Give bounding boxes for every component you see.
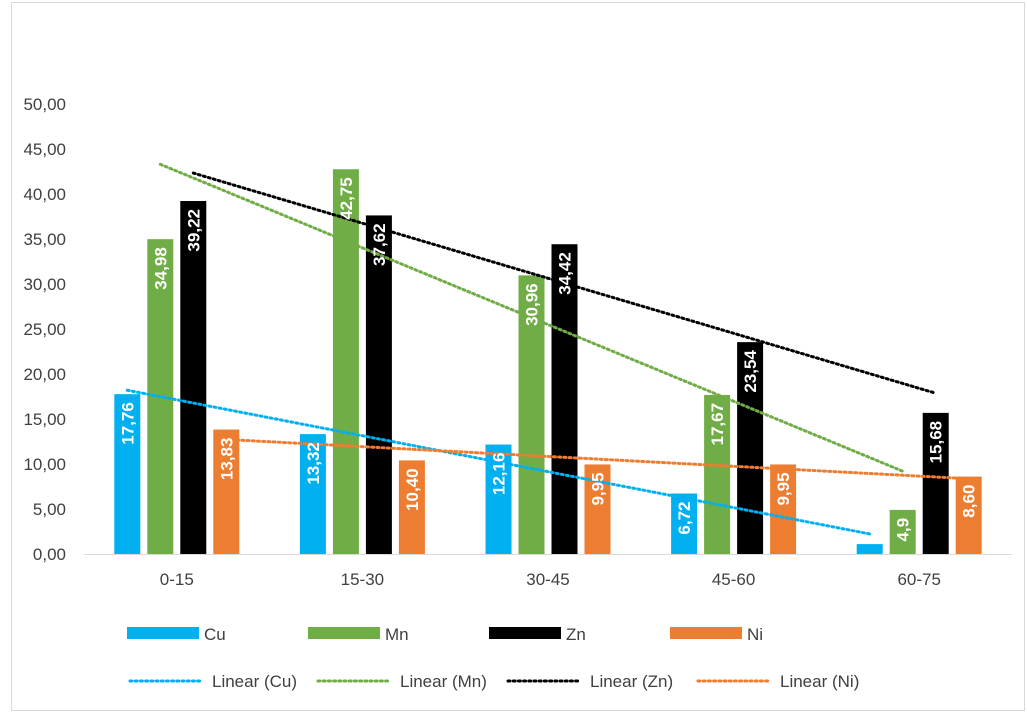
legend-item-linear-cu: Linear (Cu) [128, 672, 297, 691]
legend-swatch-zn [489, 627, 561, 639]
data-label-cu-45-60: 6,72 [675, 502, 694, 535]
trendline-zn [191, 171, 938, 395]
legend-item-linear-zn: Linear (Zn) [506, 672, 673, 691]
legend-item-ni: Ni [670, 625, 763, 644]
data-label-ni-0-15: 13,83 [217, 438, 236, 481]
data-label-zn-0-15: 39,22 [184, 209, 203, 252]
trendline-mn [158, 162, 905, 473]
data-label-zn-30-45: 34,42 [556, 252, 575, 295]
y-tick-label: 5,00 [33, 500, 66, 519]
data-label-ni-60-75: 8,60 [960, 485, 979, 518]
y-tick-label: 15,00 [23, 410, 66, 429]
bar-zn-0-15 [180, 201, 207, 554]
legend-swatch-cu [127, 627, 199, 639]
data-label-cu-15-30: 13,32 [304, 442, 323, 485]
legend-label-linear-zn: Linear (Zn) [590, 672, 673, 691]
bar-cu-0-15 [114, 394, 141, 554]
data-labels-group: 17,76 13,32 12,16 6,72 34,98 42,75 30,96 17,67 4… [118, 177, 978, 541]
bar-cu-15-30 [299, 434, 326, 554]
y-tick-label: 40,00 [23, 185, 66, 204]
data-label-ni-30-45: 9,95 [589, 472, 608, 505]
bar-ni-0-15 [213, 429, 240, 554]
bar-cu-45-60 [671, 493, 698, 554]
x-tick-label: 15-30 [341, 570, 384, 589]
trendline-ni [224, 437, 971, 481]
data-label-mn-45-60: 17,67 [708, 403, 727, 446]
data-label-zn-60-75: 15,68 [927, 421, 946, 464]
bar-cu-60-75 [856, 544, 883, 554]
data-label-mn-30-45: 30,96 [523, 283, 542, 326]
bar-zn-30-45 [551, 244, 578, 554]
legend-label-zn: Zn [566, 625, 586, 644]
y-tick-label: 20,00 [23, 365, 66, 384]
y-tick-label: 50,00 [23, 95, 66, 114]
bar-zn-45-60 [737, 342, 764, 554]
bar-ni-45-60 [770, 464, 797, 554]
data-label-zn-45-60: 23,54 [741, 350, 760, 393]
legend-swatch-mn [308, 627, 380, 639]
x-tick-label: 45-60 [712, 570, 755, 589]
legend-item-linear-mn: Linear (Mn) [316, 672, 487, 691]
data-label-mn-15-30: 42,75 [337, 177, 356, 220]
legend-swatch-ni [670, 627, 742, 639]
y-axis-ticks: 0,00 5,00 10,00 15,00 20,00 25,00 30,00 35,00 40… [23, 95, 66, 564]
legend: Cu Mn Zn Ni Linear (Cu) Linear (Mn) Linear (Zn… [127, 625, 859, 691]
x-tick-label: 0-15 [160, 570, 194, 589]
data-label-ni-15-30: 10,40 [403, 468, 422, 511]
legend-label-mn: Mn [385, 625, 409, 644]
legend-label-linear-cu: Linear (Cu) [212, 672, 297, 691]
chart-frame: 0,00 5,00 10,00 15,00 20,00 25,00 30,00 35,00 40… [11, 2, 1025, 711]
trendlines-group [125, 162, 971, 536]
bar-mn-45-60 [704, 394, 731, 554]
data-label-mn-0-15: 34,98 [151, 247, 170, 290]
y-tick-label: 10,00 [23, 455, 66, 474]
bar-ni-60-75 [955, 476, 982, 554]
legend-label-linear-ni: Linear (Ni) [780, 672, 859, 691]
bar-ni-15-30 [398, 460, 425, 554]
data-label-ni-45-60: 9,95 [774, 472, 793, 505]
legend-item-linear-ni: Linear (Ni) [696, 672, 859, 691]
data-label-cu-0-15: 17,76 [118, 402, 137, 445]
y-tick-label: 35,00 [23, 230, 66, 249]
x-axis-ticks: 0-15 15-30 30-45 45-60 60-75 [160, 570, 941, 589]
y-tick-label: 30,00 [23, 275, 66, 294]
chart-svg: 0,00 5,00 10,00 15,00 20,00 25,00 30,00 35,00 40… [23, 95, 1012, 691]
trendline-cu [125, 388, 872, 536]
legend-label-cu: Cu [204, 625, 226, 644]
data-label-cu-30-45: 12,16 [490, 453, 509, 496]
x-tick-label: 30-45 [526, 570, 569, 589]
y-tick-label: 25,00 [23, 320, 66, 339]
bar-zn-15-30 [365, 215, 392, 555]
y-tick-label: 0,00 [33, 545, 66, 564]
legend-item-cu: Cu [127, 625, 226, 644]
x-tick-label: 60-75 [897, 570, 940, 589]
bars-group [114, 169, 982, 555]
legend-label-linear-mn: Linear (Mn) [400, 672, 487, 691]
legend-item-mn: Mn [308, 625, 409, 644]
bar-mn-60-75 [889, 509, 916, 554]
data-label-zn-15-30: 37,62 [370, 223, 389, 266]
legend-item-zn: Zn [489, 625, 586, 644]
data-label-mn-60-75: 4,9 [894, 518, 913, 542]
y-tick-label: 45,00 [23, 140, 66, 159]
bar-zn-60-75 [922, 412, 949, 554]
legend-label-ni: Ni [747, 625, 763, 644]
bar-mn-15-30 [332, 169, 359, 554]
